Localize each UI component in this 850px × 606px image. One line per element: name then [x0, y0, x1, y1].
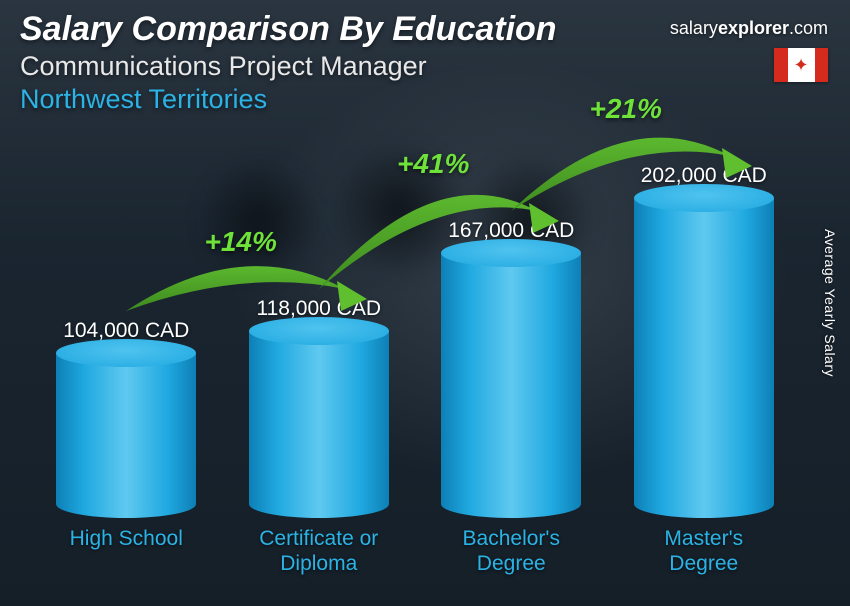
- brand-watermark: salaryexplorer.com: [670, 18, 828, 39]
- bar-0: 104,000 CAD: [41, 319, 211, 518]
- bar-chart: 104,000 CAD118,000 CAD167,000 CAD202,000…: [30, 122, 800, 582]
- x-label: Master'sDegree: [619, 526, 789, 582]
- chart-region: Northwest Territories: [20, 84, 830, 115]
- bar-3: 202,000 CAD: [619, 164, 789, 518]
- brand-suffix: explorer: [718, 18, 789, 38]
- brand-prefix: salary: [670, 18, 718, 38]
- chart-subtitle: Communications Project Manager: [20, 51, 830, 82]
- bar-shape: [634, 198, 774, 518]
- bar-2: 167,000 CAD: [426, 219, 596, 518]
- canada-flag-icon: ✦: [774, 48, 828, 82]
- maple-leaf-icon: ✦: [793, 56, 808, 74]
- bar-shape: [249, 331, 389, 518]
- x-axis-labels: High School Certificate orDiploma Bachelor…: [30, 526, 800, 582]
- increase-pct: +14%: [205, 226, 277, 258]
- x-label: Certificate orDiploma: [234, 526, 404, 582]
- x-label: Bachelor'sDegree: [426, 526, 596, 582]
- brand-tld: .com: [789, 18, 828, 38]
- bar-1: 118,000 CAD: [234, 297, 404, 518]
- increase-pct: +41%: [397, 148, 469, 180]
- increase-pct: +21%: [590, 93, 662, 125]
- y-axis-label: Average Yearly Salary: [822, 229, 838, 377]
- bar-shape: [441, 253, 581, 518]
- x-label: High School: [41, 526, 211, 582]
- bar-shape: [56, 353, 196, 518]
- bars-container: 104,000 CAD118,000 CAD167,000 CAD202,000…: [30, 138, 800, 518]
